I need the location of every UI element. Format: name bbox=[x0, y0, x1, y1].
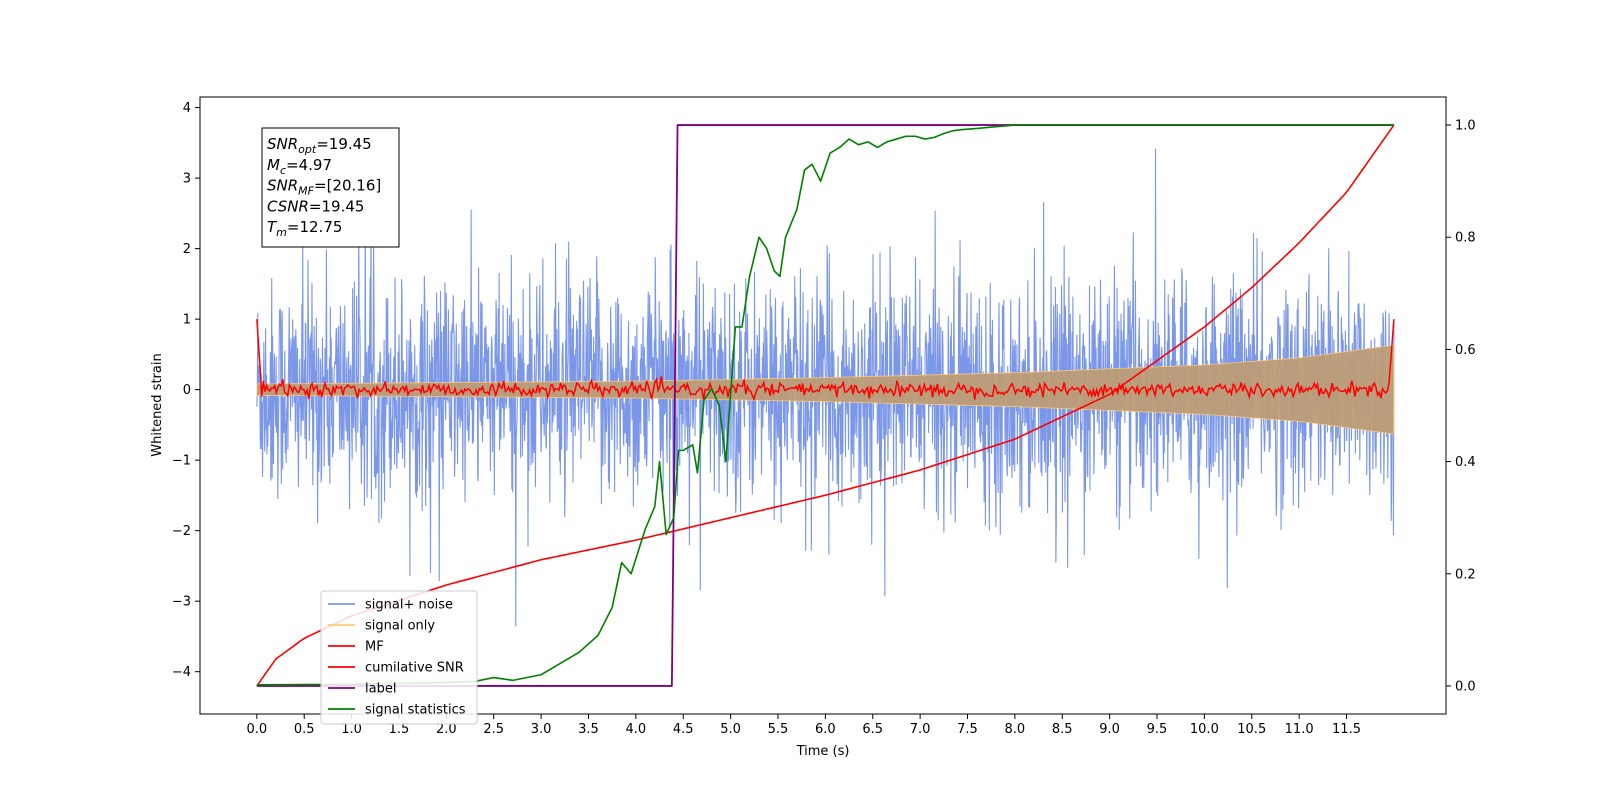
x-tick-label: 1.5 bbox=[389, 722, 410, 737]
y-left-tick-label: 4 bbox=[183, 101, 191, 116]
x-tick-label: 2.5 bbox=[483, 722, 504, 737]
x-axis-label: Time (s) bbox=[796, 744, 850, 759]
y-left-tick-label: 3 bbox=[183, 172, 191, 187]
plot-frame bbox=[199, 96, 1447, 715]
y-left-tick-label: −4 bbox=[172, 665, 191, 680]
series-layer bbox=[256, 124, 1395, 687]
y-right-tick-label: 0.2 bbox=[1455, 567, 1476, 582]
info-line: SNRMF=[20.16] bbox=[267, 177, 381, 198]
x-tick-label: 10.5 bbox=[1237, 722, 1266, 737]
legend: signal+ noise signal only MF cumilative SNR… bbox=[320, 590, 478, 725]
x-tick-label: 11.5 bbox=[1332, 722, 1361, 737]
x-tick-label: 4.5 bbox=[673, 722, 694, 737]
x-tick-label: 9.5 bbox=[1147, 722, 1168, 737]
x-tick-label: 4.0 bbox=[626, 722, 647, 737]
y-left-tick-label: −1 bbox=[172, 454, 191, 469]
y-right-tick-label: 1.0 bbox=[1455, 119, 1476, 134]
y-axis-right: 1.0 0.8 0.6 0.4 0.2 0.0 bbox=[1446, 119, 1476, 694]
x-tick-label: 6.0 bbox=[815, 722, 836, 737]
x-tick-label: 3.0 bbox=[531, 722, 552, 737]
x-tick-label: 2.0 bbox=[436, 722, 457, 737]
x-tick-label: 9.0 bbox=[1099, 722, 1120, 737]
y-left-tick-label: −3 bbox=[172, 595, 191, 610]
y-right-tick-label: 0.0 bbox=[1455, 679, 1476, 694]
legend-frame bbox=[320, 590, 478, 725]
x-tick-label: 7.0 bbox=[910, 722, 931, 737]
y-axis-left: 4 3 2 1 0 −1 −2 −3 −4 bbox=[172, 101, 200, 680]
legend-entry: MF bbox=[365, 640, 384, 655]
y-axis-left-label: Whitened strain bbox=[150, 353, 165, 456]
legend-entry: signal only bbox=[365, 619, 435, 634]
info-line: SNRopt=19.45 bbox=[267, 135, 372, 156]
x-tick-label: 1.0 bbox=[341, 722, 362, 737]
x-tick-label: 7.5 bbox=[957, 722, 978, 737]
legend-entry: cumilative SNR bbox=[365, 661, 464, 676]
legend-entry: signal statistics bbox=[365, 703, 466, 718]
y-right-tick-label: 0.6 bbox=[1455, 343, 1476, 358]
x-tick-label: 5.0 bbox=[720, 722, 741, 737]
x-tick-label: 0.5 bbox=[294, 722, 315, 737]
series-signal-only bbox=[256, 344, 1395, 435]
info-box-frame bbox=[261, 127, 400, 248]
series-signal-statistics bbox=[256, 124, 1394, 686]
legend-entry: label bbox=[365, 682, 396, 697]
x-tick-label: 8.5 bbox=[1052, 722, 1073, 737]
info-box: SNRopt=19.45Mc=4.97SNRMF=[20.16]CSNR=19.… bbox=[261, 127, 400, 248]
x-tick-label: 3.5 bbox=[578, 722, 599, 737]
y-right-tick-label: 0.4 bbox=[1455, 455, 1476, 470]
info-line: CSNR=19.45 bbox=[267, 197, 364, 215]
series-mf bbox=[256, 319, 1395, 402]
y-left-tick-label: 0 bbox=[183, 383, 191, 398]
x-axis: 0.0 0.5 1.0 1.5 2.0 2.5 3.0 3.5 4.0 4.5 5.0 5.5 6.0 6… bbox=[247, 714, 1361, 737]
series-cumulative-snr bbox=[256, 124, 1395, 687]
info-line: Mc=4.97 bbox=[267, 156, 332, 177]
legend-entry: signal+ noise bbox=[365, 598, 453, 613]
x-tick-label: 8.0 bbox=[1005, 722, 1026, 737]
x-tick-label: 5.5 bbox=[768, 722, 789, 737]
info-line: Tm=12.75 bbox=[267, 218, 342, 239]
x-tick-label: 11.0 bbox=[1285, 722, 1314, 737]
y-left-tick-label: 1 bbox=[183, 313, 191, 328]
x-tick-label: 10.0 bbox=[1190, 722, 1219, 737]
x-tick-label: 0.0 bbox=[247, 722, 268, 737]
y-left-tick-label: 2 bbox=[183, 242, 191, 257]
x-tick-label: 6.5 bbox=[862, 722, 883, 737]
y-right-tick-label: 0.8 bbox=[1455, 231, 1476, 246]
y-left-tick-label: −2 bbox=[172, 524, 191, 539]
